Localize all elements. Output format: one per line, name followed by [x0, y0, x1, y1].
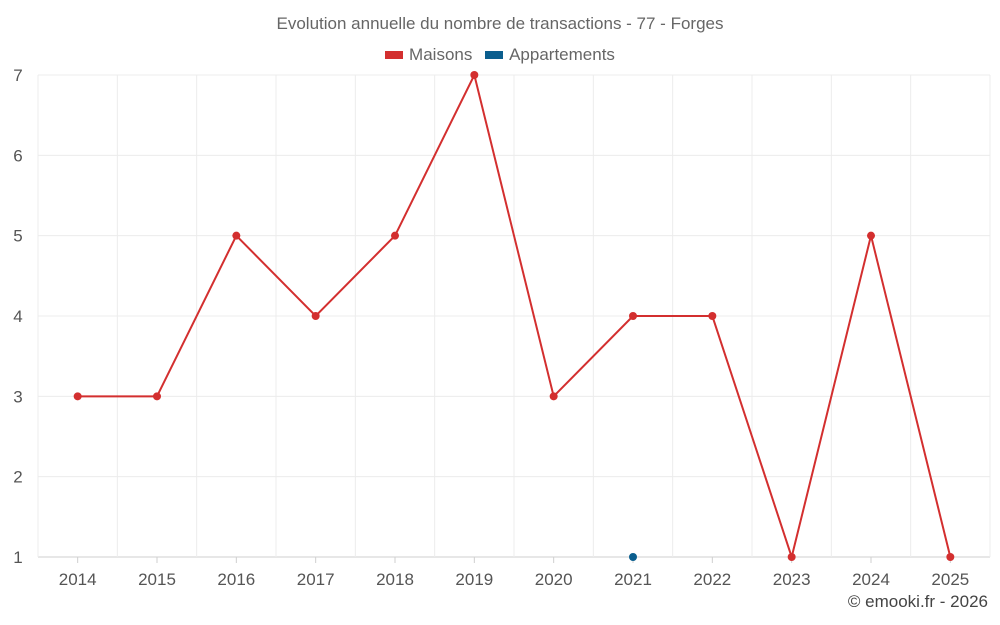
x-tick-label: 2021: [614, 570, 652, 589]
data-point-maisons[interactable]: [311, 312, 320, 320]
data-point-maisons[interactable]: [73, 392, 82, 401]
data-point-maisons[interactable]: [946, 553, 955, 561]
x-tick-label: 2017: [297, 570, 335, 589]
x-tick-label: 2015: [138, 570, 176, 589]
data-point-appartements[interactable]: [629, 553, 637, 561]
x-tick-label: 2025: [931, 570, 969, 589]
x-tick-label: 2019: [455, 570, 493, 589]
legend-item-maisons[interactable]: Maisons: [385, 45, 472, 65]
y-tick-label: 5: [13, 227, 22, 246]
legend-swatch-appartements: [485, 51, 504, 59]
x-tick-label: 2016: [217, 570, 255, 589]
credit-text: © emooki.fr - 2026: [847, 592, 988, 611]
x-tick-label: 2018: [376, 570, 414, 589]
axes: 1 2 3 4 5 6 7 2014 2015 2016 2017 2018 2019 2020 2021 2…: [13, 66, 969, 589]
data-point-maisons[interactable]: [787, 553, 796, 561]
y-tick-label: 3: [13, 387, 22, 406]
data-point-maisons[interactable]: [153, 392, 161, 401]
data-point-maisons[interactable]: [867, 231, 875, 240]
grid: [37, 74, 991, 558]
legend-label-maisons: Maisons: [409, 45, 473, 64]
x-tick-label: 2023: [773, 570, 811, 589]
x-tick-label: 2020: [535, 570, 573, 589]
series-line-maisons: [77, 72, 952, 561]
y-tick-label: 1: [13, 548, 22, 567]
chart-title: Evolution annuelle du nombre de transact…: [276, 14, 724, 33]
legend-item-appartements[interactable]: Appartements: [485, 45, 615, 65]
y-tick-label: 4: [13, 307, 22, 326]
legend-swatch-maisons: [385, 51, 404, 59]
x-tick-label: 2022: [693, 570, 731, 589]
data-point-maisons[interactable]: [391, 231, 399, 240]
data-point-maisons[interactable]: [629, 312, 637, 320]
x-tick-label: 2014: [59, 570, 97, 589]
series-layer: [73, 71, 955, 561]
data-point-maisons[interactable]: [232, 231, 241, 240]
y-tick-label: 7: [13, 66, 22, 85]
x-tick-label: 2024: [852, 570, 890, 589]
legend: Maisons Appartements: [0, 44, 1000, 65]
data-point-maisons[interactable]: [549, 392, 558, 401]
y-tick-label: 2: [13, 468, 22, 487]
legend-label-appartements: Appartements: [509, 45, 615, 64]
y-tick-label: 6: [13, 146, 22, 165]
data-point-maisons[interactable]: [470, 71, 479, 79]
data-point-maisons[interactable]: [708, 312, 717, 320]
